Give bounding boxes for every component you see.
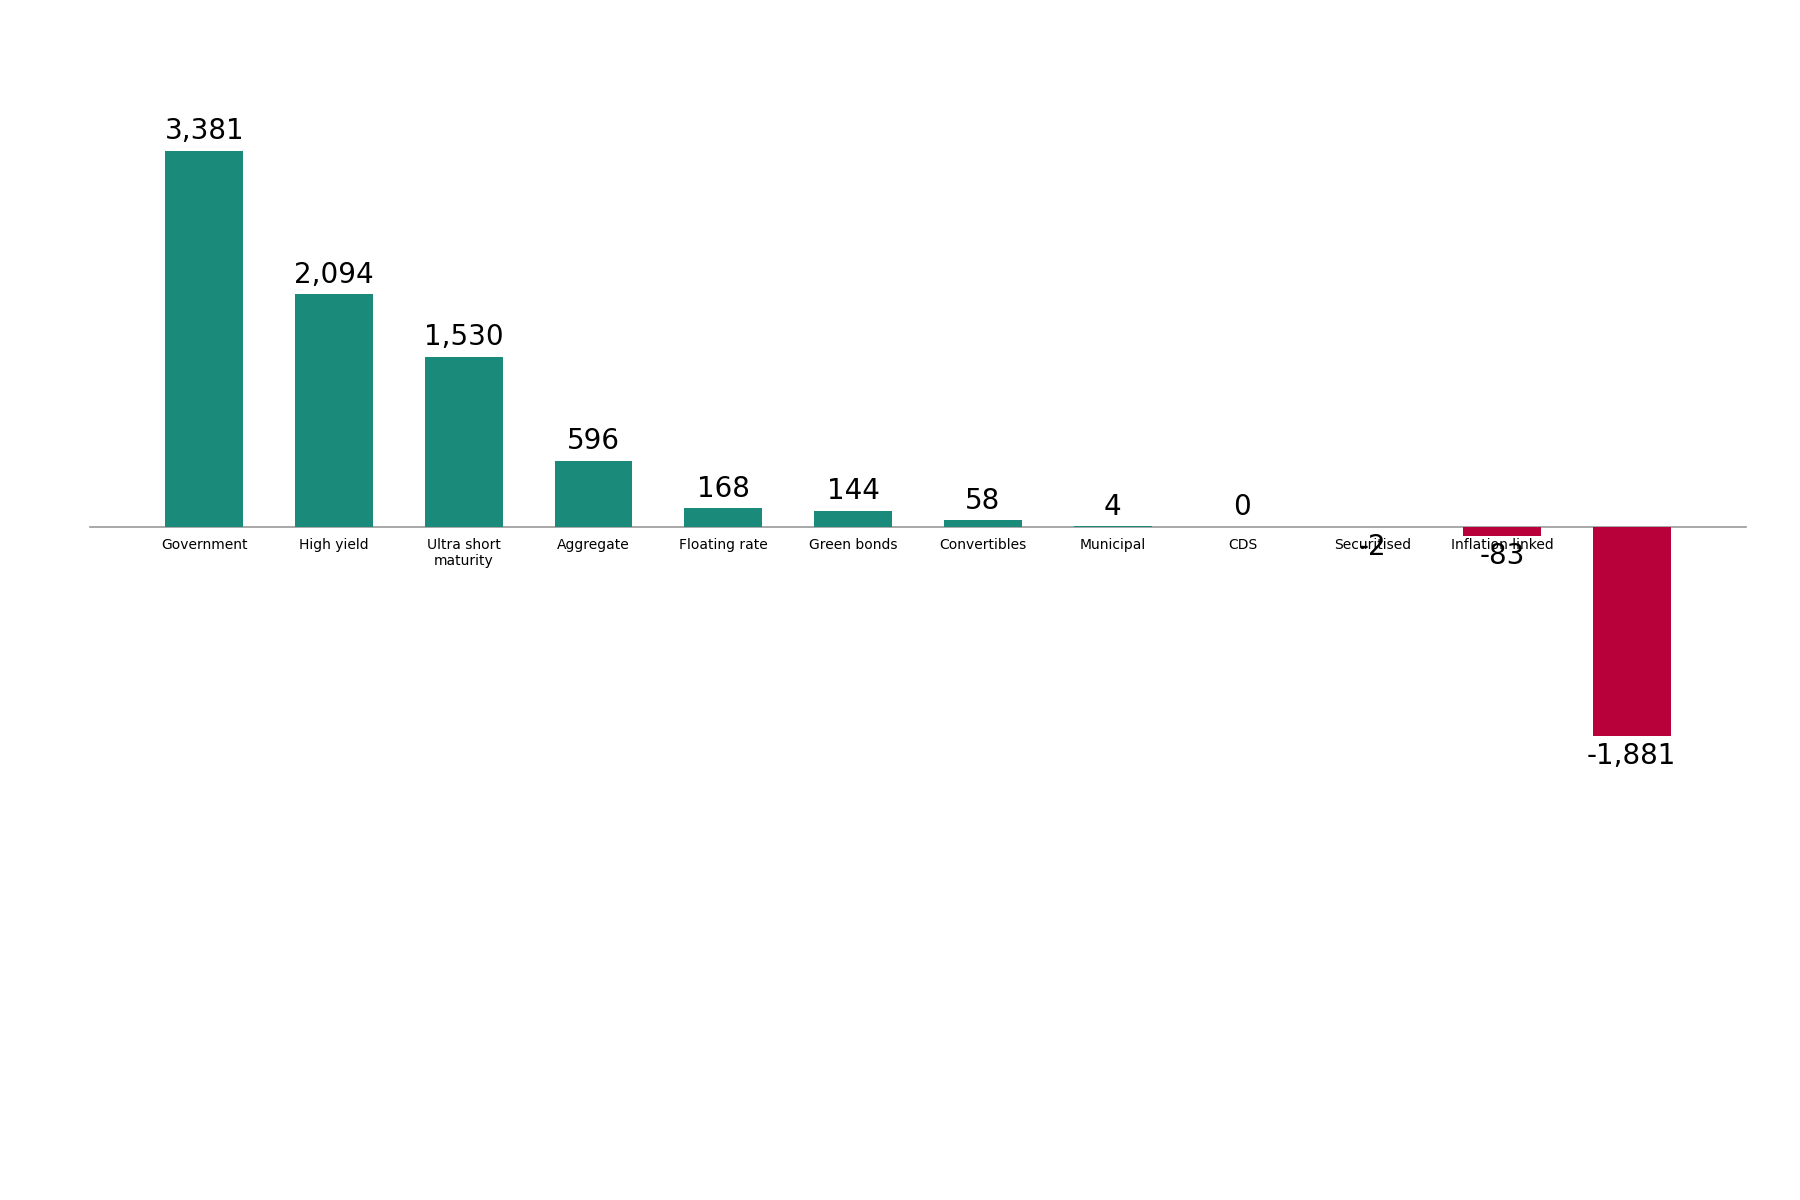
Bar [1463, 527, 1541, 536]
Bar [684, 509, 761, 527]
Text: 144: 144 [826, 478, 880, 505]
Bar [1593, 527, 1670, 736]
Text: 1,530: 1,530 [425, 323, 504, 352]
Text: -2: -2 [1359, 533, 1386, 560]
Text: -83: -83 [1480, 541, 1525, 570]
Text: 4: 4 [1103, 493, 1121, 521]
Bar [425, 356, 502, 527]
Text: 3,381: 3,381 [164, 118, 245, 145]
Text: 2,094: 2,094 [293, 260, 374, 288]
Text: 596: 596 [567, 427, 619, 455]
Bar [943, 521, 1022, 527]
Bar [814, 511, 893, 527]
Text: 0: 0 [1233, 493, 1251, 521]
Bar [295, 294, 373, 527]
Text: 168: 168 [697, 475, 751, 503]
Text: 58: 58 [965, 487, 1001, 515]
Text: -1,881: -1,881 [1588, 742, 1676, 769]
Bar [554, 461, 632, 527]
Bar [166, 151, 243, 527]
